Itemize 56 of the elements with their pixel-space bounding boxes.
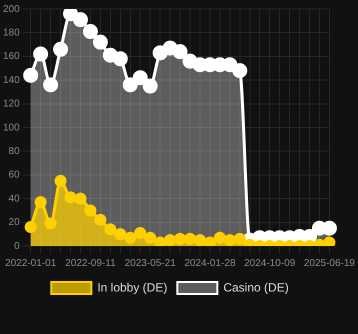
point — [164, 234, 176, 246]
point — [23, 68, 38, 83]
legend-label: Casino (DE) — [223, 280, 289, 294]
point — [172, 44, 188, 60]
y-tick-label: 200 — [2, 4, 20, 15]
point — [44, 217, 57, 230]
x-tick-label: 2024-01-28 — [184, 258, 236, 269]
y-tick-label: 120 — [2, 98, 20, 110]
point — [94, 214, 106, 226]
point — [174, 232, 186, 245]
point — [54, 174, 67, 187]
x-tick-label: 2024-10-09 — [244, 258, 296, 269]
point — [214, 232, 226, 244]
y-tick-label: 160 — [2, 51, 20, 62]
point — [104, 223, 116, 236]
point — [184, 232, 196, 245]
point — [132, 70, 148, 86]
x-tick-label: 2022-01-01 — [5, 258, 57, 269]
y-tick-label: 20 — [8, 217, 20, 228]
point — [63, 9, 78, 22]
point — [142, 78, 158, 94]
point — [154, 236, 166, 246]
point — [144, 232, 156, 244]
point — [234, 232, 246, 245]
point — [84, 204, 96, 216]
point — [64, 191, 77, 204]
point — [134, 226, 146, 239]
point — [122, 77, 138, 92]
point — [194, 234, 206, 246]
y-tick-label: 140 — [2, 74, 20, 86]
point — [34, 196, 47, 208]
y-tick-label: 40 — [8, 193, 20, 204]
y-tick-label: 60 — [8, 170, 20, 181]
point — [124, 232, 136, 244]
point — [53, 42, 68, 57]
y-tick-label: 0 — [14, 240, 20, 252]
x-tick-label: 2025-06-19 — [304, 258, 356, 269]
point — [112, 51, 128, 66]
point — [92, 34, 108, 50]
x-tick-label: 2023-05-21 — [124, 258, 176, 269]
point — [24, 221, 37, 234]
y-tick-label: 100 — [2, 122, 20, 134]
point — [43, 77, 58, 92]
legend-label: In lobby (DE) — [97, 280, 168, 294]
point — [232, 63, 248, 78]
y-tick-label: 180 — [2, 27, 20, 38]
point — [82, 24, 98, 40]
point — [74, 192, 86, 205]
point — [204, 236, 216, 246]
point — [114, 228, 126, 240]
point — [323, 236, 336, 246]
point — [33, 46, 48, 62]
point — [224, 234, 236, 246]
y-tick-label: 80 — [8, 146, 20, 157]
x-tick-label: 2022-09-11 — [65, 258, 116, 269]
point — [72, 12, 88, 28]
